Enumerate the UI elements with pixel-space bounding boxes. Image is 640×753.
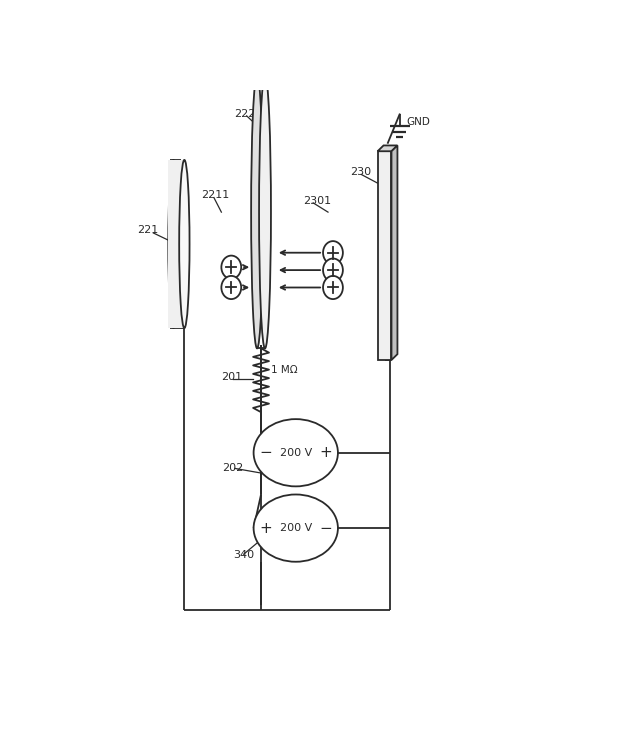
Text: +: + bbox=[259, 520, 272, 535]
Text: 2211: 2211 bbox=[202, 190, 230, 200]
Polygon shape bbox=[378, 151, 392, 360]
Text: 1 MΩ: 1 MΩ bbox=[271, 364, 298, 375]
Ellipse shape bbox=[168, 160, 179, 328]
Ellipse shape bbox=[179, 160, 189, 328]
Text: 221: 221 bbox=[137, 224, 158, 234]
Circle shape bbox=[323, 276, 343, 299]
Text: 2301: 2301 bbox=[303, 196, 332, 206]
Polygon shape bbox=[378, 145, 397, 151]
Circle shape bbox=[221, 276, 241, 299]
Text: 200 V: 200 V bbox=[280, 448, 312, 458]
Text: 200 V: 200 V bbox=[280, 523, 312, 533]
Circle shape bbox=[221, 255, 241, 279]
Text: 222: 222 bbox=[234, 108, 255, 118]
Ellipse shape bbox=[251, 76, 263, 349]
Text: 201: 201 bbox=[221, 373, 243, 383]
Text: 202: 202 bbox=[222, 463, 244, 474]
Ellipse shape bbox=[253, 495, 338, 562]
Polygon shape bbox=[168, 160, 184, 328]
Text: 340: 340 bbox=[233, 550, 254, 560]
Polygon shape bbox=[392, 145, 397, 360]
Text: −: − bbox=[259, 445, 272, 460]
Circle shape bbox=[323, 241, 343, 264]
Text: −: − bbox=[320, 520, 333, 535]
Text: 230: 230 bbox=[350, 166, 371, 176]
Text: GND: GND bbox=[406, 117, 430, 127]
Text: +: + bbox=[320, 445, 333, 460]
Ellipse shape bbox=[259, 76, 271, 349]
Ellipse shape bbox=[253, 419, 338, 486]
Circle shape bbox=[323, 258, 343, 282]
